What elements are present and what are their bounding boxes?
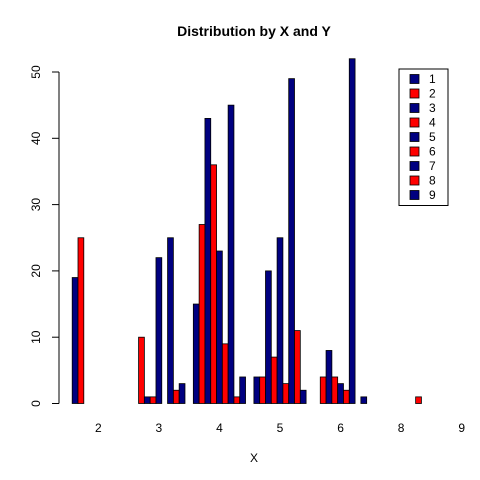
x-tick-label: 4 [216,421,223,435]
x-tick-label: 9 [458,421,465,435]
x-axis-label: X [250,451,258,465]
y-tick-label: 20 [29,264,43,278]
bar-5-series-2 [259,376,266,404]
bar-3-series-3 [143,396,151,404]
bar-5-series-5 [276,237,284,404]
bar-3-series-2 [138,336,145,404]
x-tick-label: 2 [95,421,102,435]
legend-label-8: 8 [429,174,436,188]
legend-swatch-2 [409,88,420,99]
legend-swatch-4 [409,117,420,128]
bar-4-series-4 [210,164,217,404]
bar-4-series-3 [204,118,212,404]
y-tick-label: 30 [29,198,43,212]
bar-6-series-9 [360,396,368,404]
y-tick-label: 0 [29,400,43,407]
bar-3-series-8 [172,389,180,404]
legend-swatch-8 [409,175,420,186]
bar-6-series-3 [325,350,333,404]
bar-5-series-6 [282,383,290,404]
bar-5-series-4 [270,356,278,404]
bar-4-series-7 [227,104,235,404]
legend-label-9: 9 [429,188,436,202]
bar-3-series-5 [155,257,163,404]
bar-5-series-9 [299,389,307,404]
bar-2-series-1 [71,277,79,404]
legend-label-7: 7 [429,159,436,173]
legend-swatch-5 [409,132,420,142]
x-tick-label: 8 [398,421,405,435]
bar-2-series-2 [77,237,85,404]
bar-8-series-8 [415,396,422,404]
bar-5-series-8 [294,330,301,404]
bar-6-series-4 [331,376,339,404]
bar-4-series-8 [233,396,241,404]
x-axis: 2 3 4 5 6 8 9 [95,421,465,435]
legend-swatch-1 [409,74,420,84]
legend-label-6: 6 [429,145,436,159]
bar-4-series-9 [239,376,246,404]
legend-swatch-9 [409,190,420,200]
bar-6-series-5 [337,383,344,404]
bar-5-series-1 [253,376,261,404]
bar-3-series-7 [167,237,174,404]
bar-3-series-9 [178,383,186,404]
bar-6-series-2 [319,376,327,404]
legend-label-5: 5 [429,130,436,144]
bar-3-series-4 [149,396,157,404]
bar-6-series-6 [343,389,350,404]
x-tick-label: 3 [156,421,163,435]
legend-swatch-3 [409,103,420,113]
bar-4-series-6 [221,343,229,404]
chart-title: Distribution by X and Y [177,23,331,39]
legend-label-3: 3 [429,101,436,115]
y-axis: 0 10 20 30 40 50 [29,65,60,407]
bar-4-series-2 [198,224,206,404]
bar-6-series-7 [348,58,356,404]
legend-label-1: 1 [429,72,436,86]
y-tick-label: 40 [29,131,43,145]
bar-5-series-7 [288,78,295,404]
legend-box [398,68,449,206]
legend-label-2: 2 [429,87,436,101]
legend-swatch-6 [409,146,420,157]
bar-5-series-3 [265,270,272,404]
bars-group [71,58,422,404]
bar-4-series-5 [216,250,223,404]
bar-4-series-1 [192,303,200,404]
y-tick-label: 50 [29,65,43,79]
legend-swatch-7 [409,161,420,171]
legend-label-4: 4 [429,116,436,130]
x-tick-label: 6 [337,421,344,435]
x-tick-label: 5 [277,421,284,435]
y-tick-label: 10 [29,330,43,344]
